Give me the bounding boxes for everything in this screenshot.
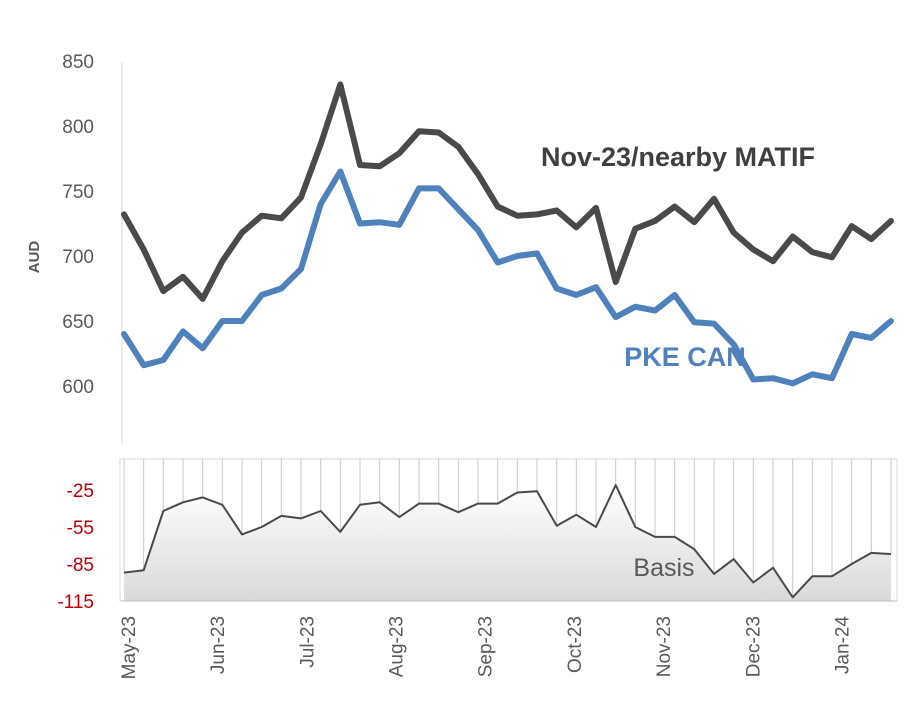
x-tick-label: Jul-23 [297,616,318,668]
basis-area [124,485,891,601]
top-y-tick-label: 650 [62,312,94,333]
x-tick-label: Oct-23 [565,616,586,673]
series-label: PKE CAN [624,342,746,372]
series-label: Nov-23/nearby MATIF [541,142,815,172]
series-line-matif [121,81,894,302]
top-y-tick-label: 600 [62,377,94,398]
top-y-axis-label: AUD [26,241,43,274]
x-tick-label: Aug-23 [387,616,408,677]
series-line-pke-can [121,168,894,387]
top-y-tick-label: 800 [62,117,94,138]
x-tick-label: Sep-23 [476,616,497,677]
top-y-tick-label: 750 [62,182,94,203]
top-y-tick-label: 550 [62,442,94,463]
top-y-tick-label: 850 [62,52,94,73]
basis-line [123,484,892,599]
bottom-y-tick-label: -85 [67,555,94,576]
bottom-y-tick-label: -55 [67,518,94,539]
top-panel: 850 800 750 700 650 600 550 AUD Nov-23/nearby MA… [26,52,894,463]
basis-label: Basis [633,554,694,582]
x-tick-label: May-23 [119,616,140,679]
x-tick-label: Nov-23 [654,616,675,677]
x-tick-label: Jan-24 [833,616,854,675]
x-tick-label: Jun-23 [208,616,229,674]
bottom-y-tick-label: -25 [67,481,94,502]
x-axis: May-23 Jun-23 Jul-23 Aug-23 Sep-23 Oct-23 Nov-… [119,600,897,679]
x-tick-label: Dec-23 [743,616,764,677]
bottom-panel: -25 -55 -85 -115 Basis [57,458,898,613]
top-y-tick-label: 700 [62,247,94,268]
bottom-y-tick-label: -115 [57,592,94,613]
